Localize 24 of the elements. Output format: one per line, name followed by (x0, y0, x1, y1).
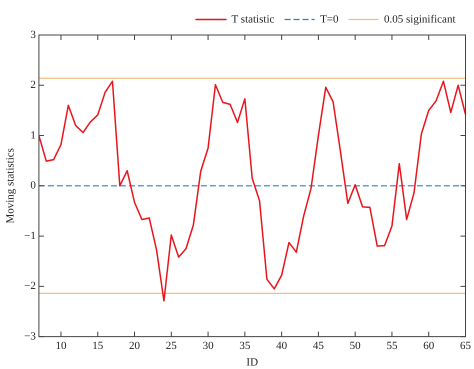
x-tick-label: 45 (312, 340, 324, 352)
x-tick-label: 10 (55, 340, 67, 352)
legend-label: 0.05 siginificant (384, 13, 456, 26)
y-tick-label: 0 (30, 180, 36, 192)
x-tick-label: 40 (276, 340, 288, 352)
legend-label: T statistic (232, 13, 275, 26)
y-tick-label: 1 (30, 129, 36, 142)
x-tick-label: 25 (166, 340, 178, 352)
x-tick-label: 50 (350, 340, 362, 352)
y-tick-label: −1 (24, 230, 36, 242)
x-tick-label: 35 (239, 340, 251, 352)
x-tick-label: 30 (202, 340, 214, 352)
y-axis-title: Moving statistics (4, 148, 16, 224)
y-tick-label: −3 (24, 330, 36, 342)
x-tick-label: 65 (460, 340, 472, 352)
x-tick-label: 20 (129, 340, 141, 352)
x-axis-title: ID (246, 356, 258, 368)
y-tick-label: 3 (30, 28, 36, 41)
x-tick-label: 55 (386, 340, 398, 352)
y-tick-label: 2 (30, 79, 36, 92)
x-tick-label: 15 (92, 340, 104, 352)
x-tick-label: 60 (423, 340, 435, 352)
y-tick-label: −2 (24, 280, 36, 292)
legend-label: T=0 (320, 13, 340, 26)
